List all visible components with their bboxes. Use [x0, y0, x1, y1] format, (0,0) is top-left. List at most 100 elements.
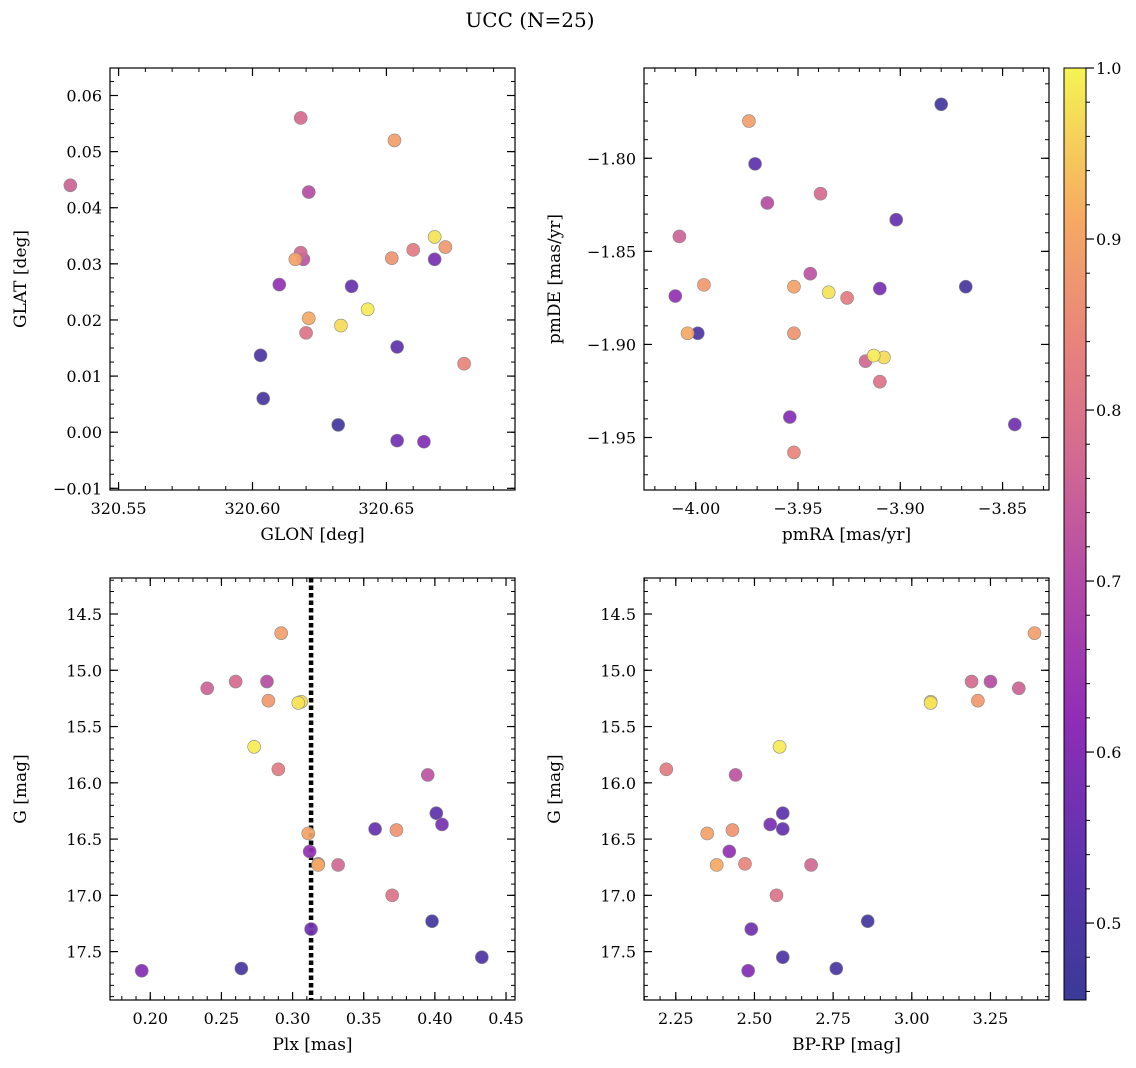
scatter-point: [134, 963, 149, 978]
x-tick-label: 0.45: [488, 1009, 524, 1028]
y-tick-label: 0.06: [66, 86, 102, 105]
x-tick-label: 3.25: [973, 1009, 1009, 1028]
x-tick-label: −3.95: [774, 499, 823, 518]
y-tick-label: 0.03: [66, 255, 102, 274]
scatter-point: [889, 212, 904, 227]
scatter-point: [427, 230, 442, 244]
y-tick-label: 0.01: [66, 367, 102, 386]
scatter-point: [331, 418, 346, 432]
x-tick-label: 320.55: [91, 499, 147, 518]
scatter-point: [742, 114, 756, 128]
scatter-point: [256, 391, 271, 406]
scatter-point: [301, 826, 316, 841]
scatter-point: [271, 762, 286, 777]
colorbar: 0.5 0.6 0.7 0.8 0.9 1.0: [1063, 59, 1121, 1001]
scatter-point: [803, 266, 818, 281]
scatter-point: [274, 626, 288, 640]
scatter-point: [293, 111, 308, 125]
y-tick-label: 16.0: [600, 774, 636, 793]
scatter-point: [234, 961, 249, 976]
scatter-point: [253, 348, 268, 363]
x-tick-label: −3.90: [876, 499, 925, 518]
x-tick-label: 0.30: [275, 1009, 311, 1028]
scatter-point: [200, 681, 214, 696]
x-tick-label: 2.50: [737, 1009, 773, 1028]
scatter-point: [738, 857, 752, 871]
y-tick-label: 15.0: [600, 661, 636, 680]
axes-frame: [109, 577, 516, 1001]
x-tick-label: −3.85: [978, 499, 1027, 518]
panel-pmra-pmde: −4.00 −3.95 −3.90 −3.85 −1.95 −1.90 −1.85 −1.80…: [545, 67, 1050, 545]
scatter-point: [417, 434, 431, 449]
panel-glon-glat: 320.55 320.60 320.65 −0.01 0.00 0.01 0.02 0.03 0…: [11, 67, 516, 545]
scatter-point: [923, 696, 938, 710]
y-tick-label: 15.5: [600, 718, 636, 737]
panel-plx-g: 0.20 0.25 0.30 0.35 0.40 0.45 14.5 15.0 15.5 16.0…: [11, 577, 524, 1055]
colorbar-tick-label: 0.7: [1096, 572, 1121, 591]
scatter-point: [420, 768, 435, 782]
scatter-point: [787, 279, 801, 294]
scatter-point: [760, 196, 775, 210]
scatter-point: [384, 251, 399, 266]
scatter-point: [368, 822, 382, 836]
scatter-point: [288, 252, 303, 267]
scatter-point: [964, 674, 979, 689]
scatter-point: [860, 914, 875, 929]
scatter-point: [722, 844, 737, 859]
scatter-point: [301, 185, 316, 199]
y-tick-label: 14.5: [600, 605, 636, 624]
x-tick-label: 320.65: [358, 499, 414, 518]
x-tick-label: 0.40: [417, 1009, 453, 1028]
scatter-point: [821, 285, 836, 300]
scatter-point: [299, 326, 313, 340]
scatter-point: [438, 240, 453, 254]
y-tick-label: 17.0: [600, 886, 636, 905]
scatter-point: [748, 157, 762, 171]
y-tick-label: −1.90: [587, 335, 636, 354]
y-tick-label: −1.80: [587, 149, 636, 168]
scatter-point: [769, 888, 784, 903]
scatter-point: [427, 252, 442, 267]
scatter-point: [261, 693, 276, 708]
scatter-point: [1027, 626, 1042, 640]
colorbar-tick-label: 0.6: [1096, 743, 1121, 762]
scatter-point: [725, 823, 740, 837]
scatter-point: [272, 277, 287, 292]
scatter-point: [866, 348, 881, 363]
y-tick-label: −1.95: [587, 429, 636, 448]
x-tick-label: 2.75: [815, 1009, 851, 1028]
x-axis-label: BP-RP [mag]: [792, 1035, 901, 1055]
scatter-point: [728, 768, 743, 782]
scatter-point: [389, 823, 404, 837]
y-tick-label: 16.0: [66, 774, 102, 793]
y-tick-label: 17.5: [66, 943, 102, 962]
x-tick-label: −4.00: [671, 499, 720, 518]
scatter-point: [390, 433, 404, 448]
y-axis-label: GLAT [deg]: [11, 230, 31, 328]
y-tick-label: 0.00: [66, 423, 102, 442]
scatter-point: [302, 844, 317, 859]
scatter-point: [475, 950, 489, 965]
scatter-point: [344, 279, 359, 294]
axes-frame: [643, 67, 1050, 491]
scatter-point: [668, 289, 683, 303]
x-tick-label: 2.25: [658, 1009, 694, 1028]
axes-frame: [643, 577, 1050, 1001]
scatter-point: [63, 178, 78, 193]
scatter-point: [873, 281, 887, 296]
scatter-point: [983, 674, 998, 689]
scatter-point: [873, 374, 887, 389]
y-axis-label: pmDE [mas/yr]: [545, 214, 565, 344]
colorbar-gradient: [1063, 67, 1087, 1001]
y-tick-label: 17.0: [66, 886, 102, 905]
scatter-point: [772, 739, 787, 754]
scatter-point: [247, 739, 261, 754]
scatter-point: [700, 826, 715, 841]
y-axis-label: G [mag]: [11, 754, 31, 823]
axes-frame: [109, 67, 516, 491]
scatter-point: [775, 950, 790, 965]
scatter-point: [697, 278, 711, 292]
scatter-point: [680, 326, 695, 341]
scatter-point: [934, 97, 949, 112]
